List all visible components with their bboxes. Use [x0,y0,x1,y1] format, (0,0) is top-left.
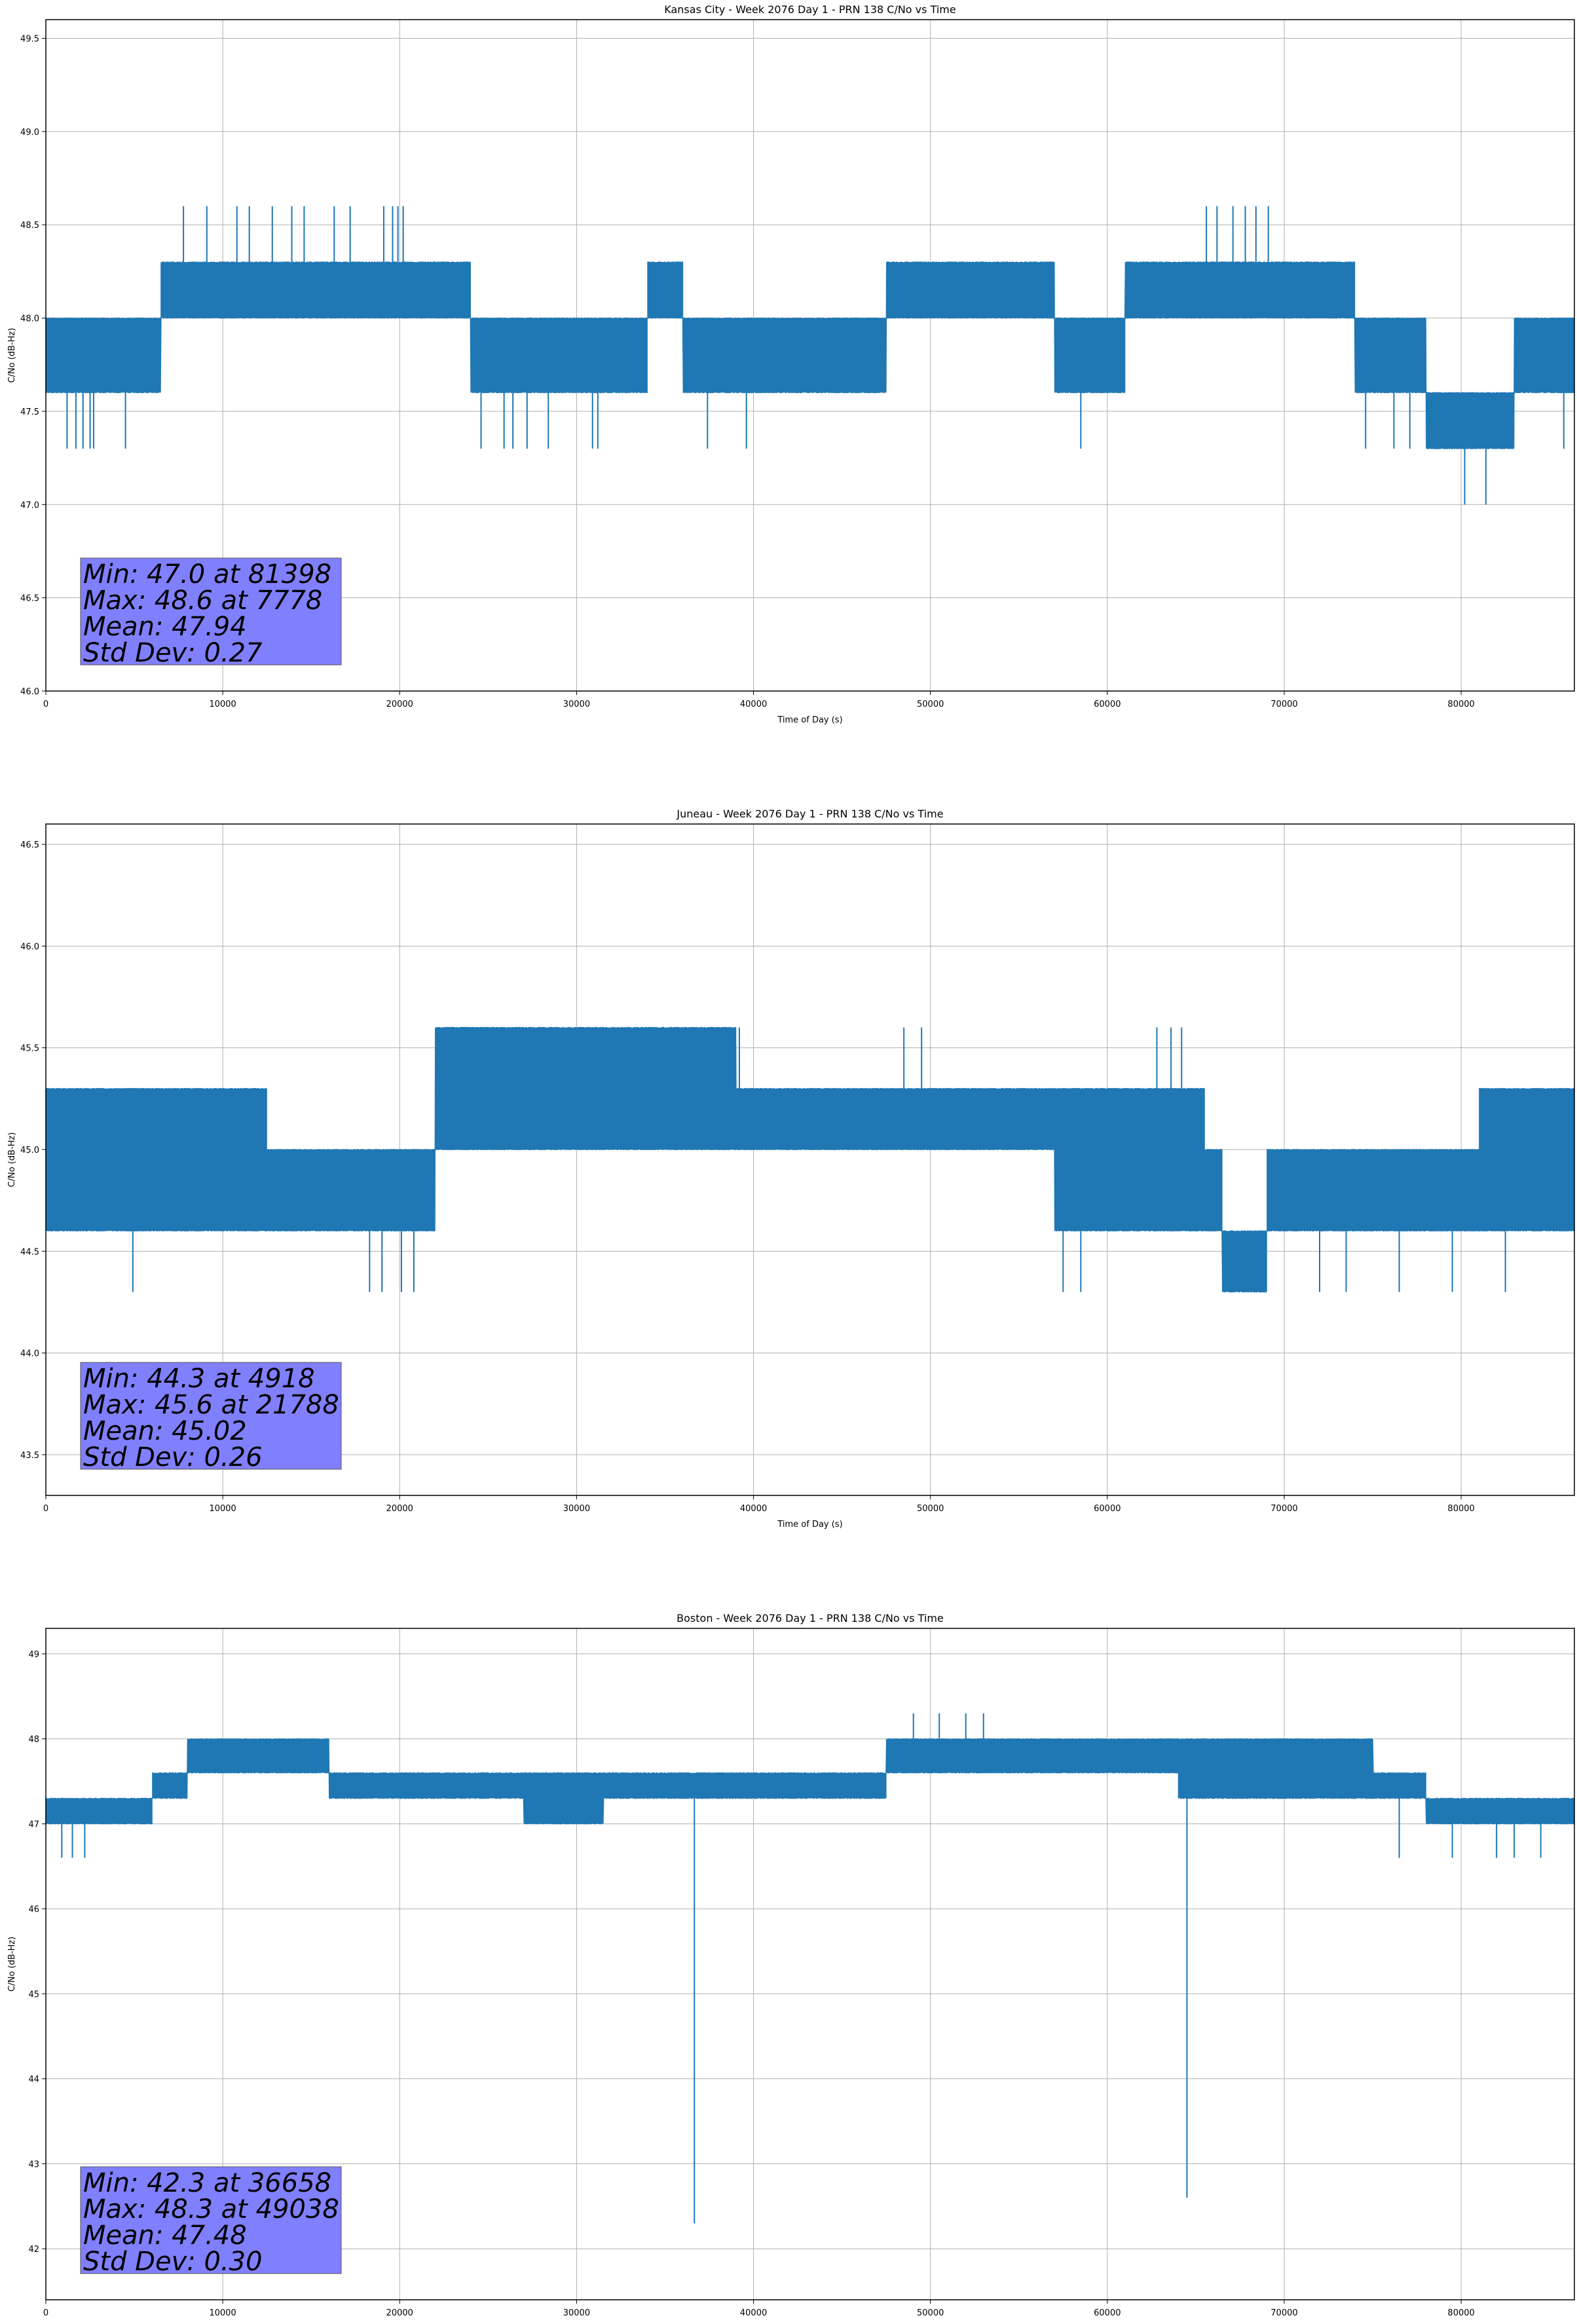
y-tick-label: 46 [28,1905,39,1915]
y-tick-label: 48.5 [20,221,39,231]
y-tick-label: 46.0 [20,942,39,952]
x-tick-label: 70000 [1271,1504,1297,1514]
x-tick-label: 70000 [1271,700,1297,709]
stats-line: Max: 45.6 at 21788 [83,1390,339,1420]
stats-box-background [80,2166,342,2274]
x-tick-label: 20000 [386,1504,413,1514]
y-tick-label: 49.5 [20,34,39,44]
x-tick-label: 40000 [740,2308,767,2318]
x-tick-label: 20000 [386,2308,413,2318]
y-axis-label: C/No (dB-Hz) [7,328,17,383]
stats-line: Std Dev: 0.27 [83,638,263,668]
x-tick-label: 50000 [917,1504,944,1514]
series-line [45,1026,1575,1293]
chart-title: Juneau - Week 2076 Day 1 - PRN 138 C/No … [676,808,943,820]
y-tick-label: 44 [28,2075,39,2085]
y-tick-label: 43 [28,2160,39,2169]
series-line [45,206,1575,505]
stats-box-background [80,557,342,665]
y-tick-label: 49 [28,1650,39,1660]
y-tick-label: 44.0 [20,1349,39,1359]
x-tick-label: 60000 [1094,1504,1121,1514]
x-tick-label: 0 [43,700,48,709]
x-tick-label: 10000 [209,2308,236,2318]
y-axis-label: C/No (dB-Hz) [7,1133,17,1188]
stats-line: Min: 47.0 at 81398 [83,559,331,590]
x-tick-label: 0 [43,1504,48,1514]
stats-box-background [80,1362,342,1470]
chart-panel-2: 0 10000 20000 30000 40000 50000 60000 70000 8000… [7,808,1575,1529]
series-trace [45,1026,1575,1293]
chart-panel-3: 0 10000 20000 30000 40000 50000 60000 70000 8000… [7,1612,1575,2318]
series-trace [45,1738,1575,1825]
x-tick-label: 30000 [563,1504,590,1514]
stats-line: Max: 48.3 at 49038 [83,2194,339,2224]
y-tick-label: 48.0 [20,314,39,324]
chart-panel-1: 0 10000 20000 30000 40000 50000 60000 70000 8000… [7,3,1575,725]
x-tick-label: 80000 [1447,700,1474,709]
x-tick-label: 80000 [1447,2308,1474,2318]
y-tick-label: 42 [28,2245,39,2255]
x-axis-label: Time of Day (s) [777,715,842,725]
y-tick-label: 49.0 [20,128,39,138]
stats-line: Std Dev: 0.26 [83,1442,263,1472]
x-tick-label: 20000 [386,700,413,709]
chart-title: Kansas City - Week 2076 Day 1 - PRN 138 … [664,3,955,16]
y-tick-label: 46.5 [20,840,39,850]
stats-line: Std Dev: 0.30 [83,2247,263,2277]
series-line [45,1713,1575,2224]
stats-line: Mean: 47.94 [83,612,247,642]
x-tick-label: 80000 [1447,1504,1474,1514]
stats-line: Min: 42.3 at 36658 [83,2168,331,2198]
x-tick-label: 60000 [1094,2308,1121,2318]
x-tick-label: 30000 [563,2308,590,2318]
y-tick-label: 47 [28,1820,39,1829]
stats-line: Mean: 47.48 [83,2221,247,2251]
y-tick-label: 47.0 [20,500,39,510]
x-tick-label: 40000 [740,700,767,709]
x-tick-label: 10000 [209,700,236,709]
x-tick-label: 60000 [1094,700,1121,709]
y-tick-label: 45.0 [20,1146,39,1155]
x-tick-label: 30000 [563,700,590,709]
chart-title: Boston - Week 2076 Day 1 - PRN 138 C/No … [677,1612,944,1624]
y-tick-label: 48 [28,1735,39,1745]
y-tick-label: 44.5 [20,1247,39,1257]
x-axis-label: Time of Day (s) [777,1520,842,1529]
stats-line: Mean: 45.02 [83,1416,247,1446]
y-tick-label: 45.5 [20,1044,39,1054]
y-tick-label: 43.5 [20,1451,39,1461]
series-trace [45,261,1575,449]
x-tick-label: 0 [43,2308,48,2318]
y-tick-label: 46.5 [20,594,39,604]
x-tick-label: 10000 [209,1504,236,1514]
x-tick-label: 50000 [917,700,944,709]
axes-frame [45,823,1575,1496]
y-tick-label: 46.0 [20,687,39,697]
y-tick-label: 45 [28,1990,39,2000]
stats-line: Min: 44.3 at 4918 [83,1364,315,1394]
x-tick-label: 40000 [740,1504,767,1514]
y-tick-label: 47.5 [20,407,39,417]
x-tick-label: 50000 [917,2308,944,2318]
axes-frame [45,1628,1575,2300]
y-axis-label: C/No (dB-Hz) [7,1937,17,1992]
axes-frame [45,19,1575,692]
x-tick-label: 70000 [1271,2308,1297,2318]
stats-line: Max: 48.6 at 7778 [83,586,322,616]
